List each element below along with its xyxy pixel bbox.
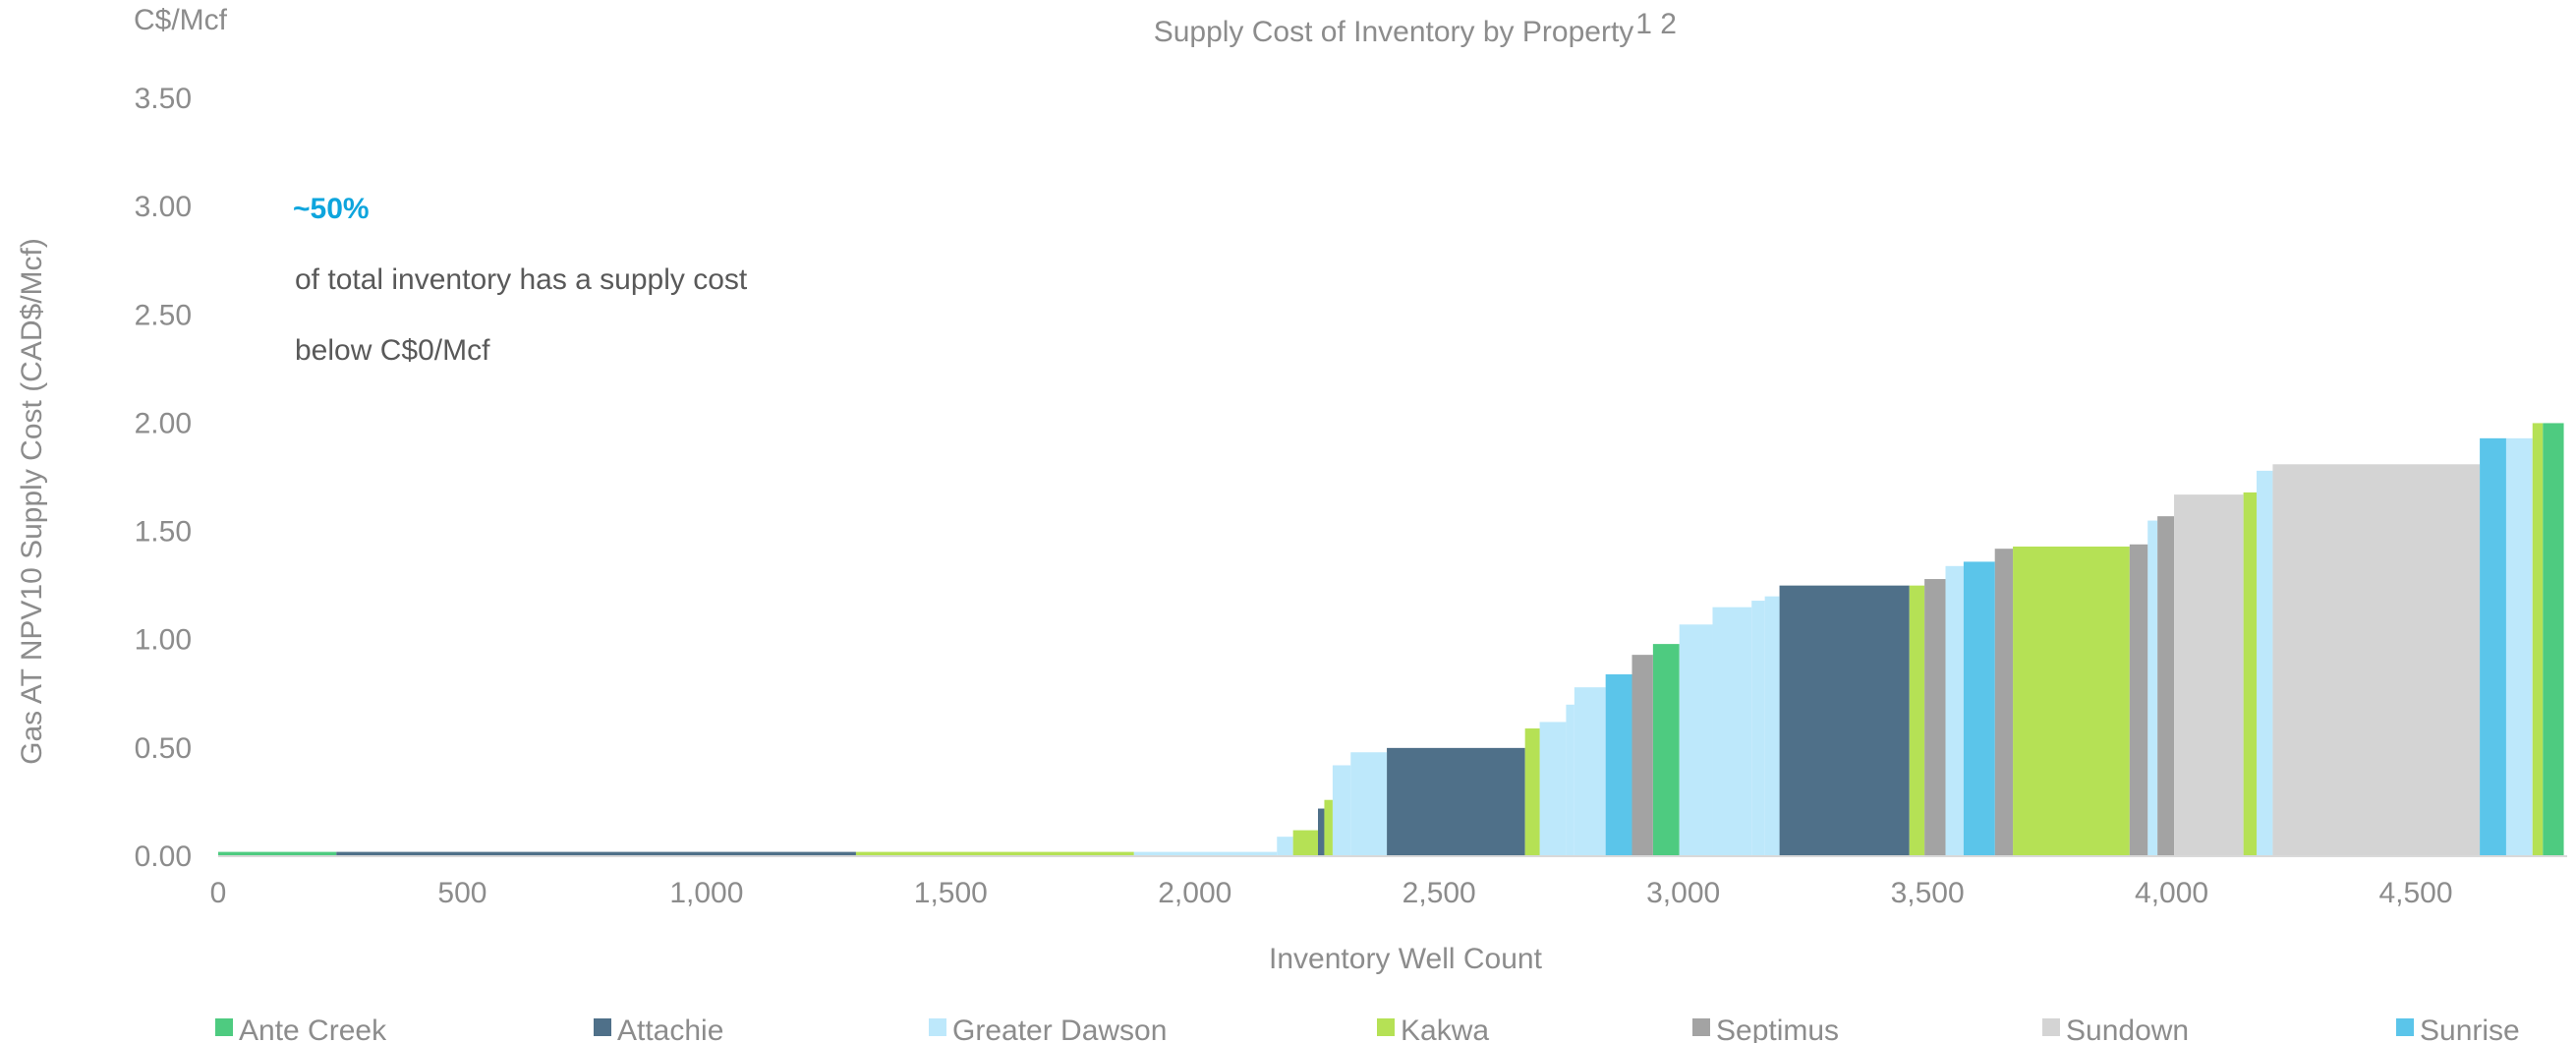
y-tick-label: 3.50 bbox=[135, 83, 192, 115]
legend-label: Sunrise bbox=[2420, 1014, 2520, 1043]
y-tick-label: 2.50 bbox=[135, 299, 192, 331]
annotation-line: below C$0/Mcf bbox=[295, 334, 490, 367]
bar bbox=[1539, 722, 1567, 856]
bar bbox=[336, 851, 856, 856]
unit-label: C$/Mcf bbox=[134, 4, 228, 36]
y-tick-label: 2.00 bbox=[135, 407, 192, 439]
bar bbox=[1652, 644, 1680, 856]
y-tick-label: 1.50 bbox=[135, 516, 192, 549]
bar bbox=[855, 851, 1134, 856]
x-tick-label: 1,000 bbox=[669, 877, 743, 909]
bar bbox=[1524, 728, 1540, 856]
x-tick-label: 2,000 bbox=[1158, 877, 1231, 909]
y-tick-label: 0.50 bbox=[135, 732, 192, 765]
bar bbox=[1387, 747, 1525, 856]
bar bbox=[2532, 423, 2544, 856]
legend-swatch bbox=[215, 1018, 233, 1036]
bar bbox=[1779, 585, 1910, 856]
x-tick-label: 4,500 bbox=[2378, 877, 2452, 909]
y-tick-label: 1.00 bbox=[135, 624, 192, 657]
x-axis-label: Inventory Well Count bbox=[1269, 943, 1543, 975]
y-tick-label: 0.00 bbox=[135, 840, 192, 873]
bar bbox=[1277, 837, 1293, 856]
bar bbox=[2129, 544, 2148, 856]
x-tick-label: 4,000 bbox=[2135, 877, 2208, 909]
bar bbox=[1764, 596, 1780, 856]
bar bbox=[1712, 607, 1752, 856]
chart-title: Supply Cost of Inventory by Property bbox=[1154, 16, 1634, 48]
bar bbox=[1751, 601, 1765, 856]
bar bbox=[1574, 687, 1606, 856]
title-superscript: 1 2 bbox=[1635, 8, 1677, 40]
bar bbox=[1324, 799, 1333, 856]
bar bbox=[1605, 673, 1632, 856]
y-axis-label: Gas AT NPV10 Supply Cost (CAD$/Mcf) bbox=[16, 238, 48, 765]
legend-label: Greater Dawson bbox=[952, 1014, 1167, 1043]
bar bbox=[2257, 470, 2273, 856]
bar bbox=[2157, 516, 2175, 856]
bar bbox=[2480, 437, 2506, 856]
x-tick-label: 3,500 bbox=[1891, 877, 1965, 909]
legend-label: Septimus bbox=[1716, 1014, 1839, 1043]
x-tick-label: 0 bbox=[210, 877, 227, 909]
bar bbox=[1994, 549, 2014, 856]
bar bbox=[2147, 520, 2158, 856]
x-tick-label: 500 bbox=[437, 877, 487, 909]
x-tick-label: 3,000 bbox=[1646, 877, 1720, 909]
bar bbox=[2272, 464, 2481, 856]
bar bbox=[1963, 561, 1995, 856]
bar bbox=[1133, 851, 1278, 856]
bar bbox=[2243, 492, 2258, 856]
legend-swatch bbox=[929, 1018, 946, 1036]
legend-label: Ante Creek bbox=[239, 1014, 387, 1043]
y-tick-label: 3.00 bbox=[135, 191, 192, 223]
bar bbox=[1332, 765, 1351, 856]
legend-swatch bbox=[2042, 1018, 2060, 1036]
bar bbox=[2013, 546, 2130, 856]
annotation-line: of total inventory has a supply cost bbox=[295, 263, 748, 296]
bar bbox=[1566, 704, 1574, 856]
legend-swatch bbox=[2396, 1018, 2414, 1036]
bar bbox=[1631, 655, 1653, 856]
bar bbox=[1909, 585, 1925, 856]
bar bbox=[2174, 494, 2244, 856]
legend-label: Attachie bbox=[617, 1014, 723, 1043]
bar bbox=[1945, 565, 1964, 856]
bar bbox=[1317, 808, 1325, 856]
legend-swatch bbox=[1377, 1018, 1395, 1036]
legend-swatch bbox=[594, 1018, 611, 1036]
legend-label: Kakwa bbox=[1401, 1014, 1489, 1043]
legend-swatch bbox=[1692, 1018, 1710, 1036]
legend-label: Sundown bbox=[2066, 1014, 2189, 1043]
bar bbox=[1679, 624, 1713, 856]
bar bbox=[1350, 752, 1388, 856]
bar bbox=[1292, 830, 1318, 856]
x-tick-label: 1,500 bbox=[914, 877, 988, 909]
bar bbox=[2505, 437, 2533, 856]
x-tick-label: 2,500 bbox=[1402, 877, 1476, 909]
bar bbox=[1924, 579, 1946, 856]
bar bbox=[2543, 423, 2564, 856]
bar bbox=[218, 851, 337, 856]
annotation-headline: ~50% bbox=[293, 193, 370, 225]
